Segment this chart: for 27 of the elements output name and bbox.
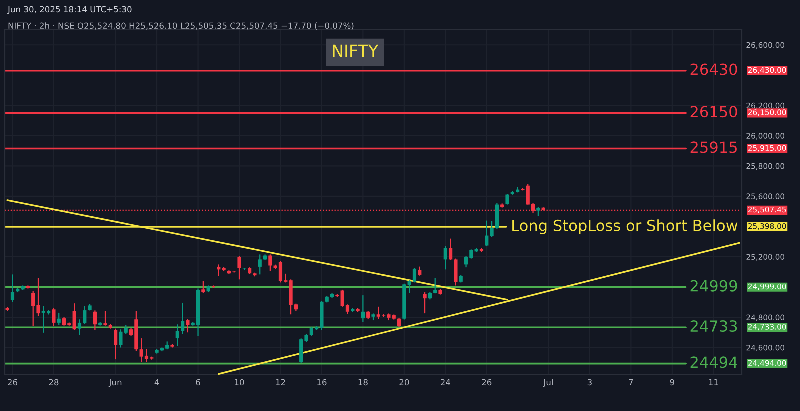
x-tick-label: 20 [400,379,410,386]
text: NIFTY [333,44,379,58]
ref-line-label: 26150 [690,106,738,118]
x-tick-label: 28 [49,379,59,386]
ref-line-label: 24999 [690,280,738,292]
ref-line-label: 25915 [690,142,737,154]
ref-line-label: 24733 [690,320,738,332]
x-tick-label: Jun [108,379,122,388]
ref-line-label: Long StopLoss or Short Below [512,220,738,234]
x-tick-label: 11 [709,379,718,386]
x-tick-label: 4 [154,379,160,386]
ref-line-label: 26430 [690,64,738,76]
x-tick-label: Jul [543,379,553,388]
ref-line-label: 24494 [690,356,738,368]
x-tick-label: 6 [196,379,200,386]
text: Jun 30, 2025 18:14 UTC+5:30 [8,6,132,14]
annotation: NIFTY · 2h · NSE O25,524.80 H25,526.10 L25,505.35 C25,507.45 −17.70 (−0.07%) [8,22,354,30]
x-tick-label: 3 [588,379,592,386]
x-tick-label: 9 [670,379,674,386]
x-tick-label: 12 [276,379,286,386]
x-tick-label: 18 [358,379,368,386]
x-tick-label: 26 [482,379,492,386]
x-tick-label: 7 [629,379,634,386]
x-tick-label: 26 [8,379,18,386]
x-tick-label: 16 [318,379,327,386]
x-tick-label: 24 [440,379,450,386]
x-tick-label: 10 [235,379,244,386]
